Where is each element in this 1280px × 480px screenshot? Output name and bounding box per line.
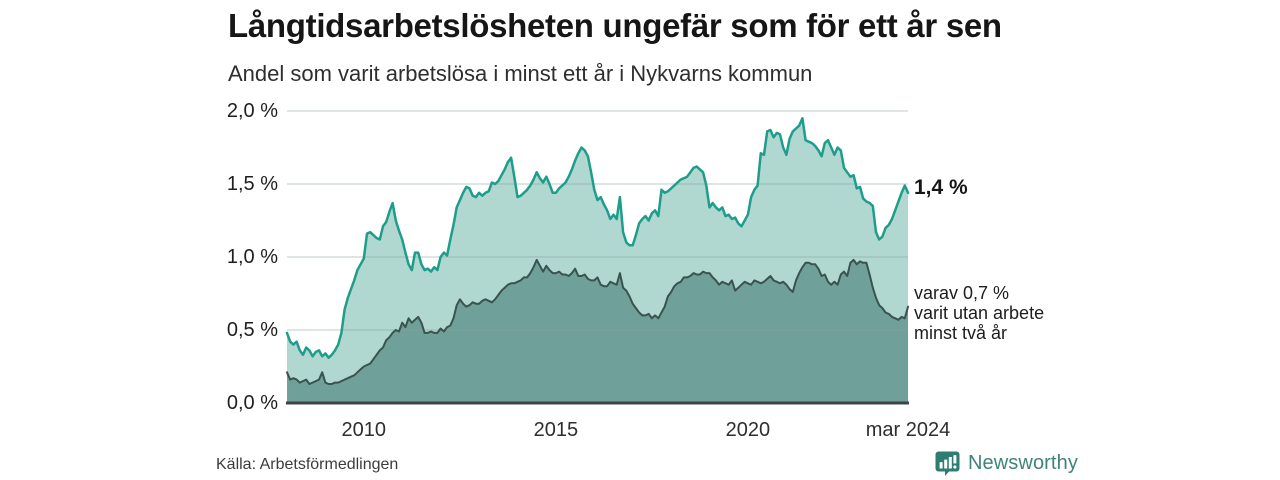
- annotation-line-2: varit utan arbete: [914, 303, 1045, 323]
- chart-title: Långtidsarbetslösheten ungefär som för e…: [228, 7, 1002, 44]
- line-total-series: [285, 117, 910, 359]
- x-axis-tick-label: 2015: [533, 419, 579, 441]
- newsworthy-logo: Newsworthy: [934, 450, 1078, 477]
- source-attribution: Källa: Arbetsförmedlingen: [216, 456, 399, 473]
- annotation-line-3: minst två år: [914, 323, 1008, 343]
- newsworthy-wordmark: Newsworthy: [968, 452, 1078, 474]
- annotation-line-1: varav 0,7 %: [914, 283, 1010, 303]
- y-axis-tick-label: 1,0 %: [226, 246, 278, 268]
- y-axis-tick-label: 0,5 %: [226, 319, 278, 341]
- line-secondary-series: [286, 258, 909, 385]
- newsworthy-bubble-chart-icon: [935, 451, 960, 476]
- x-axis-tick-label: 2010: [341, 419, 387, 441]
- x-axis-tick-label: 2020: [725, 419, 771, 441]
- y-axis-tick-label: 2,0 %: [226, 100, 278, 122]
- y-axis-tick-label: 1,5 %: [226, 173, 278, 195]
- y-axis-tick-label: 0,0 %: [226, 392, 278, 414]
- secondary-series-annotation: varav 0,7 % varit utan arbete minst två …: [914, 283, 1044, 343]
- chart-subtitle: Andel som varit arbetslösa i minst ett å…: [228, 61, 813, 86]
- series-end-value-label: 1,4 %: [914, 176, 968, 199]
- x-axis-tick-label: mar 2024: [865, 419, 951, 441]
- area-secondary-series: [287, 259, 908, 403]
